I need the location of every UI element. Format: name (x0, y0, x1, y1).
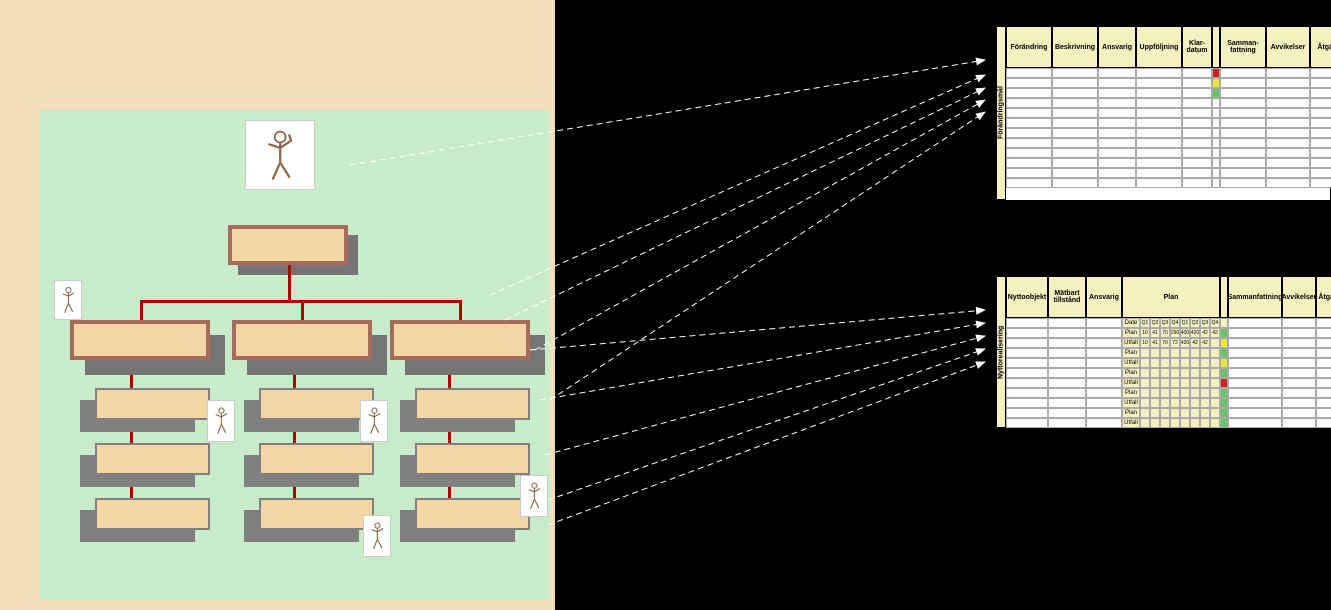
col-header: Avvikelser (1282, 276, 1316, 318)
rotated-header-left: Förändringsmål (996, 26, 1006, 200)
rotated-header-left: Nyttorealisering (996, 276, 1006, 428)
col-header: Åtgärder (1310, 26, 1331, 68)
col-header: Mätbart tillstånd (1048, 276, 1086, 318)
col-header: Samman- fattning (1220, 26, 1266, 68)
col-header: Ansvarig (1086, 276, 1122, 318)
col-header: Sammanfattning (1228, 276, 1282, 318)
col-header: Klar- datum (1182, 26, 1212, 68)
col-header: Avvikelser (1266, 26, 1310, 68)
person-icon (253, 128, 307, 182)
table-changes: FörändringsmålFörändringBeskrivningAnsva… (995, 25, 1331, 201)
figure-person-top (245, 120, 315, 190)
col-header: Uppföljning (1136, 26, 1182, 68)
col-header: Nyttoobjekt (1006, 276, 1048, 318)
table-benefits: NyttorealiseringNyttoobjektMätbart tills… (995, 275, 1331, 429)
figure-person-icon (520, 475, 548, 517)
figure-person-icon (360, 400, 388, 442)
col-header: Åtgärder (1316, 276, 1331, 318)
figure-person-icon (207, 400, 235, 442)
col-header: Plan (1122, 276, 1220, 318)
col-header: Ansvarig (1098, 26, 1136, 68)
col-header: Förändring (1006, 26, 1052, 68)
figure-person-icon (54, 280, 82, 320)
col-header: Beskrivning (1052, 26, 1098, 68)
figure-person-icon (363, 515, 391, 557)
